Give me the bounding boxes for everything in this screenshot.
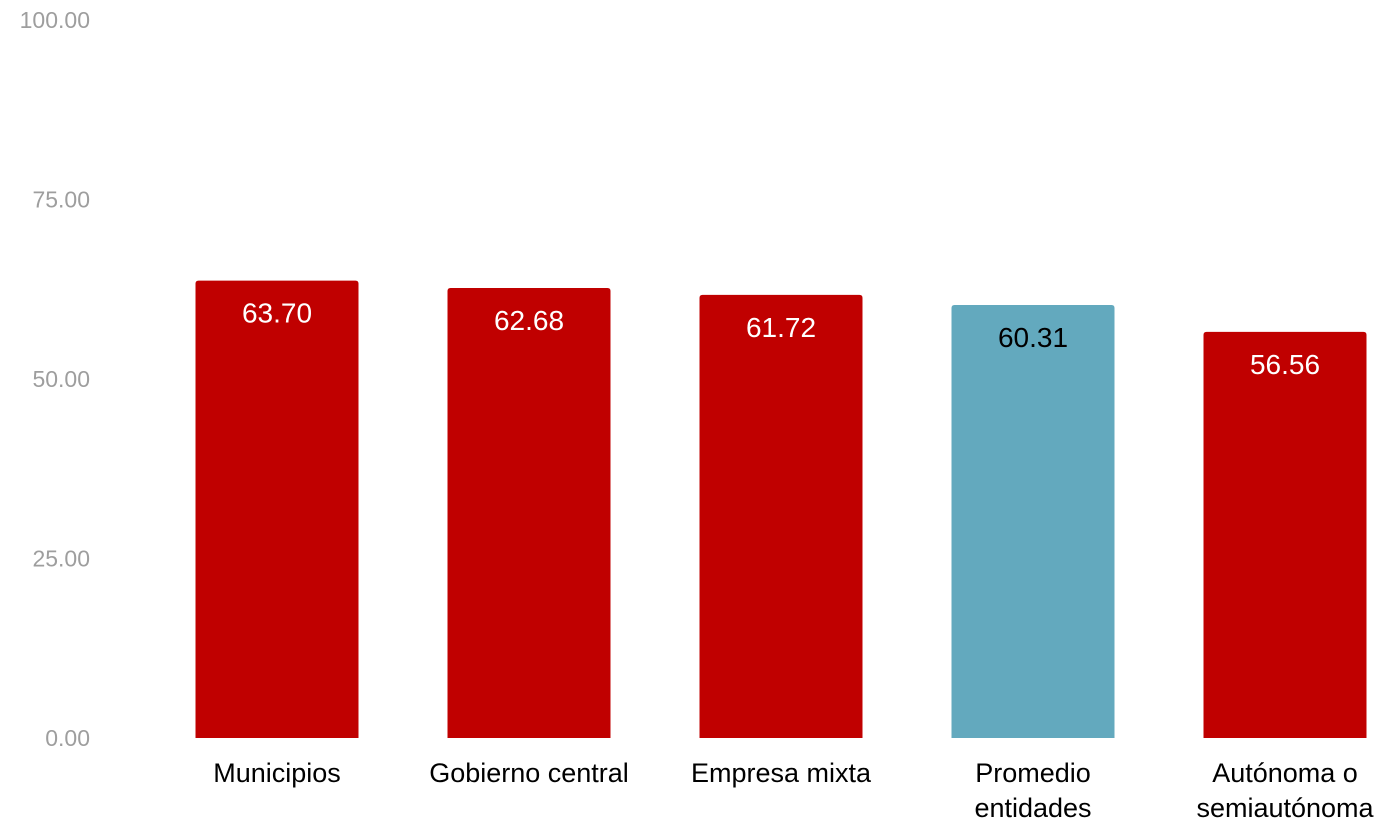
bar [195, 280, 359, 738]
x-tick-label: semiautónoma [1196, 793, 1374, 822]
y-tick-label: 50.00 [32, 366, 90, 392]
x-tick-label: Municipios [213, 758, 341, 788]
bars: 63.70 62.68 61.72 60.31 56.56 [195, 280, 1367, 738]
data-label: 62.68 [494, 305, 564, 336]
y-tick-label: 100.00 [20, 7, 90, 33]
x-tick-label: Autónoma o [1212, 758, 1358, 788]
x-tick-label: Gobierno central [429, 758, 629, 788]
y-tick-label: 25.00 [32, 546, 90, 572]
x-tick-label: entidades [974, 793, 1091, 822]
data-label: 61.72 [746, 312, 816, 343]
data-label: 60.31 [998, 322, 1068, 353]
data-label: 56.56 [1250, 349, 1320, 380]
bar [951, 304, 1115, 738]
bar [699, 294, 863, 738]
bar [1203, 331, 1367, 738]
x-tick-label: Promedio [975, 758, 1091, 788]
x-axis: Municipios Gobierno central Empresa mixta P… [213, 758, 1374, 822]
y-axis: 0.00 25.00 50.00 75.00 100.00 [20, 7, 90, 751]
y-tick-label: 75.00 [32, 187, 90, 213]
bar [447, 287, 611, 738]
x-tick-label: Empresa mixta [691, 758, 872, 788]
y-tick-label: 0.00 [45, 725, 90, 751]
data-label: 63.70 [242, 298, 312, 329]
